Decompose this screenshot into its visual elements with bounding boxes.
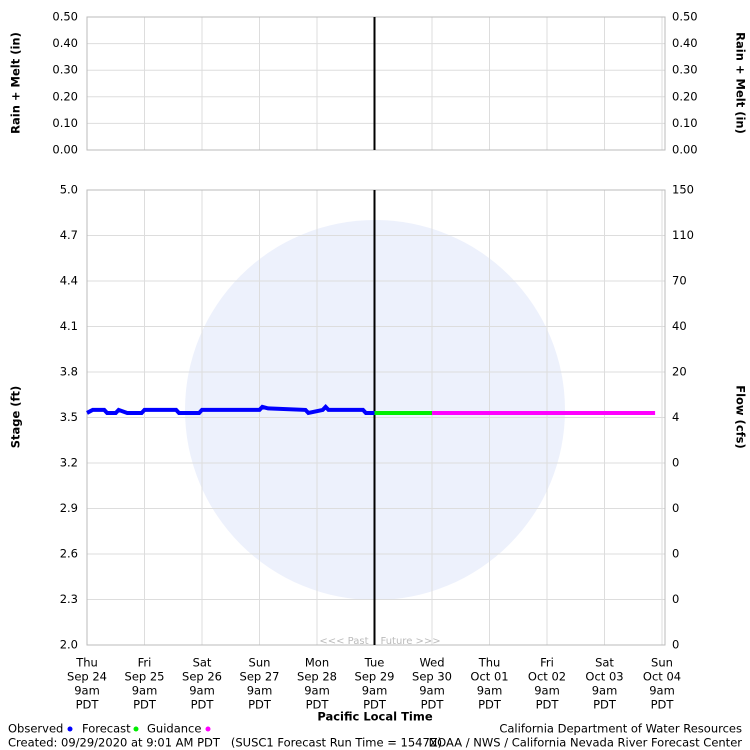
- x-tick-label: Thu: [75, 656, 98, 670]
- x-tick-label: PDT: [536, 698, 560, 712]
- x-tick-label: Sep 29: [355, 670, 395, 684]
- y2-tick-label: 0.40: [672, 36, 698, 50]
- y2-tick-label: 0: [672, 501, 679, 515]
- y2-tick-label: 70: [672, 274, 687, 288]
- y2-tick-label: 0: [672, 547, 679, 561]
- footer-agency: California Department of Water Resources: [499, 722, 742, 736]
- x-tick-label: 9am: [419, 684, 445, 698]
- x-tick-label: Mon: [305, 656, 329, 670]
- x-tick-label: PDT: [421, 698, 445, 712]
- legend-label: Guidance: [147, 722, 201, 736]
- x-tick-label: 9am: [74, 684, 100, 698]
- y2-tick-label: 0.10: [672, 116, 698, 130]
- x-tick-label: Sat: [193, 656, 212, 670]
- y2-axis-title: Flow (cfs): [734, 385, 748, 449]
- y-tick-label: 0.20: [52, 89, 78, 103]
- footer-created: Created: 09/29/2020 at 9:01 AM PDT (SUSC…: [8, 736, 442, 750]
- y-tick-label: 0.40: [52, 36, 78, 50]
- x-tick-label: Tue: [364, 656, 385, 670]
- y2-tick-label: 0.20: [672, 89, 698, 103]
- y2-tick-label: 0.00: [672, 143, 698, 157]
- x-tick-label: PDT: [363, 698, 387, 712]
- legend-marker: [133, 726, 139, 732]
- x-tick-label: PDT: [76, 698, 100, 712]
- y-tick-label: 3.8: [60, 365, 78, 379]
- y2-tick-label: 20: [672, 365, 687, 379]
- y-tick-label: 0.00: [52, 143, 78, 157]
- y-tick-label: 2.6: [60, 547, 78, 561]
- future-label: Future >>>: [381, 636, 441, 647]
- x-tick-label: 9am: [592, 684, 618, 698]
- x-tick-label: Fri: [540, 656, 554, 670]
- y2-tick-label: 0: [672, 592, 679, 606]
- x-tick-label: PDT: [133, 698, 157, 712]
- x-tick-label: Sep 25: [125, 670, 165, 684]
- y-tick-label: 0.10: [52, 116, 78, 130]
- x-tick-label: Sun: [249, 656, 271, 670]
- y-axis-title: Stage (ft): [9, 386, 23, 449]
- y-tick-label: 4.4: [60, 274, 78, 288]
- x-tick-label: PDT: [248, 698, 272, 712]
- x-tick-label: PDT: [478, 698, 502, 712]
- y2-tick-label: 40: [672, 319, 687, 333]
- y-tick-label: 3.2: [60, 456, 78, 470]
- x-tick-label: Sat: [595, 656, 614, 670]
- legend-label: Observed: [8, 722, 63, 736]
- legend-marker: [205, 726, 211, 732]
- x-tick-label: PDT: [191, 698, 215, 712]
- y-tick-label: 4.1: [60, 319, 78, 333]
- y2-tick-label: 0: [672, 456, 679, 470]
- x-tick-label: Fri: [138, 656, 152, 670]
- x-axis-title: Pacific Local Time: [317, 710, 433, 724]
- y-tick-label: 0.50: [52, 10, 78, 24]
- legend-marker: [67, 726, 73, 732]
- x-tick-label: 9am: [304, 684, 330, 698]
- x-tick-label: 9am: [362, 684, 388, 698]
- x-tick-label: Sep 28: [297, 670, 337, 684]
- y-tick-label: 4.7: [60, 228, 78, 242]
- x-tick-label: PDT: [593, 698, 617, 712]
- x-tick-label: Oct 01: [470, 670, 508, 684]
- y2-tick-label: 110: [672, 228, 694, 242]
- x-tick-label: Sep 27: [240, 670, 280, 684]
- plot-frame: [86, 16, 666, 151]
- x-tick-label: Oct 02: [528, 670, 566, 684]
- series-line: [86, 403, 375, 416]
- x-tick-label: 9am: [649, 684, 675, 698]
- y-axis-title: Rain + Melt (in): [9, 32, 23, 134]
- x-tick-label: 9am: [534, 684, 560, 698]
- x-tick-label: 9am: [132, 684, 158, 698]
- plot-frame: [86, 189, 666, 646]
- footer-agency: NOAA / NWS / California Nevada River For…: [429, 736, 743, 750]
- x-tick-label: PDT: [651, 698, 675, 712]
- y-tick-label: 3.5: [60, 410, 78, 424]
- y-tick-label: 2.9: [60, 501, 78, 515]
- x-tick-label: Sep 24: [67, 670, 107, 684]
- y-tick-label: 2.0: [60, 638, 78, 652]
- legend-label: Forecast: [82, 722, 131, 736]
- x-tick-label: Oct 03: [585, 670, 623, 684]
- y2-tick-label: 4: [672, 410, 679, 424]
- y2-tick-label: 0: [672, 638, 679, 652]
- y2-axis-title: Rain + Melt (in): [734, 32, 748, 134]
- x-tick-label: Oct 04: [643, 670, 681, 684]
- x-tick-label: 9am: [189, 684, 215, 698]
- y-tick-label: 0.30: [52, 63, 78, 77]
- y2-tick-label: 0.30: [672, 63, 698, 77]
- x-tick-label: Sep 26: [182, 670, 222, 684]
- x-tick-label: Sep 30: [412, 670, 452, 684]
- x-tick-label: 9am: [247, 684, 273, 698]
- x-tick-label: Wed: [419, 656, 444, 670]
- y2-tick-label: 150: [672, 183, 694, 197]
- x-tick-label: Sun: [651, 656, 673, 670]
- y2-tick-label: 0.50: [672, 10, 698, 24]
- x-tick-label: 9am: [477, 684, 503, 698]
- past-label: <<< Past: [319, 636, 368, 647]
- y-tick-label: 2.3: [60, 592, 78, 606]
- x-tick-label: Thu: [478, 656, 501, 670]
- y-tick-label: 5.0: [60, 183, 78, 197]
- x-tick-label: PDT: [306, 698, 330, 712]
